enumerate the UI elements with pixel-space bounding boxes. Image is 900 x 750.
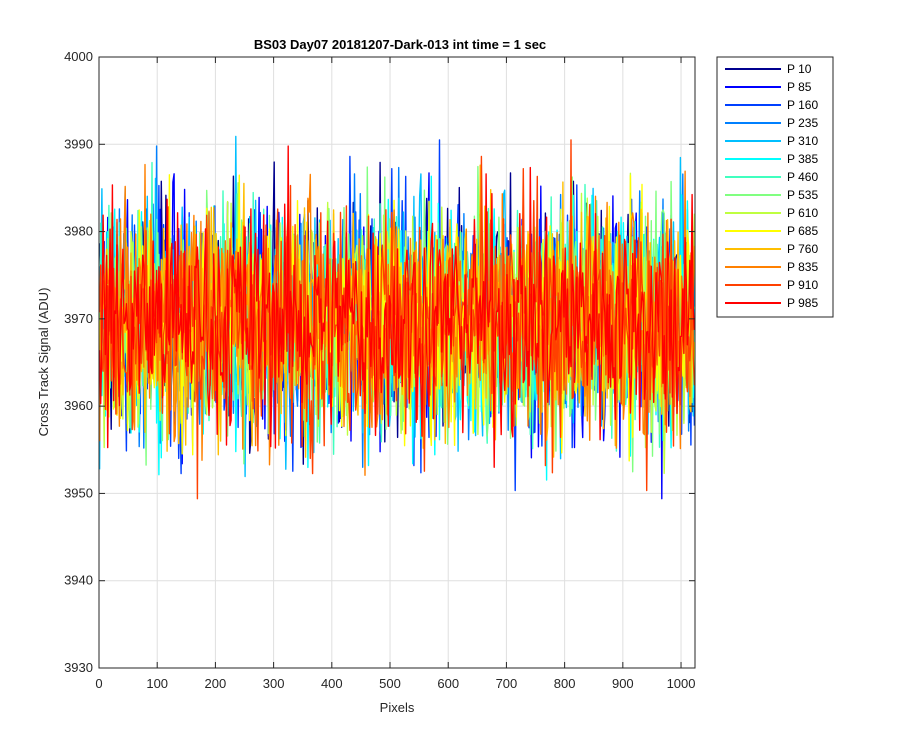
y-tick-label: 3950 [64,485,93,500]
x-tick-label: 300 [263,676,285,691]
chart-title: BS03 Day07 20181207-Dark-013 int time = … [254,37,546,52]
legend: P 10 P 85 P 160 P 235 P 310 P 385 P 460 P 535 P … [716,56,834,318]
y-tick-label: 3940 [64,573,93,588]
ticks: 0 100 200 300 400 500 600 700 800 900 1000 3930 3940… [64,49,695,691]
y-tick-label: 3990 [64,136,93,151]
legend-entry-label: P 760 [787,242,818,256]
y-tick-label: 3930 [64,660,93,675]
legend-entry-label: P 460 [787,170,818,184]
x-tick-label: 200 [205,676,227,691]
y-tick-label: 4000 [64,49,93,64]
x-tick-label: 100 [146,676,168,691]
legend-box [716,56,834,318]
legend-entry-label: P 310 [787,134,818,148]
x-tick-label: 600 [437,676,459,691]
legend-entry-label: P 10 [787,62,812,76]
legend-entry-label: P 910 [787,278,818,292]
x-tick-label: 700 [496,676,518,691]
legend-entry-label: P 160 [787,98,818,112]
x-tick-label: 500 [379,676,401,691]
x-tick-label: 400 [321,676,343,691]
legend-entry-label: P 685 [787,224,818,238]
legend-entry-label: P 535 [787,188,818,202]
series-layer [99,135,695,500]
x-tick-label: 0 [95,676,102,691]
x-tick-label: 900 [612,676,634,691]
y-tick-label: 3970 [64,311,93,326]
legend-entry-label: P 835 [787,260,818,274]
y-tick-label: 3980 [64,224,93,239]
legend-entry-label: P 85 [787,80,812,94]
legend-entry-label: P 610 [787,206,818,220]
y-tick-label: 3960 [64,398,93,413]
series-line-p985 [99,145,695,468]
x-tick-label: 800 [554,676,576,691]
legend-entry-label: P 985 [787,296,818,310]
legend-entry-label: P 235 [787,116,818,130]
y-axis-label: Cross Track Signal (ADU) [36,288,51,437]
legend-entry-label: P 385 [787,152,818,166]
x-axis-label: Pixels [380,700,415,715]
plot-frame [98,56,696,669]
x-tick-label: 1000 [667,676,696,691]
